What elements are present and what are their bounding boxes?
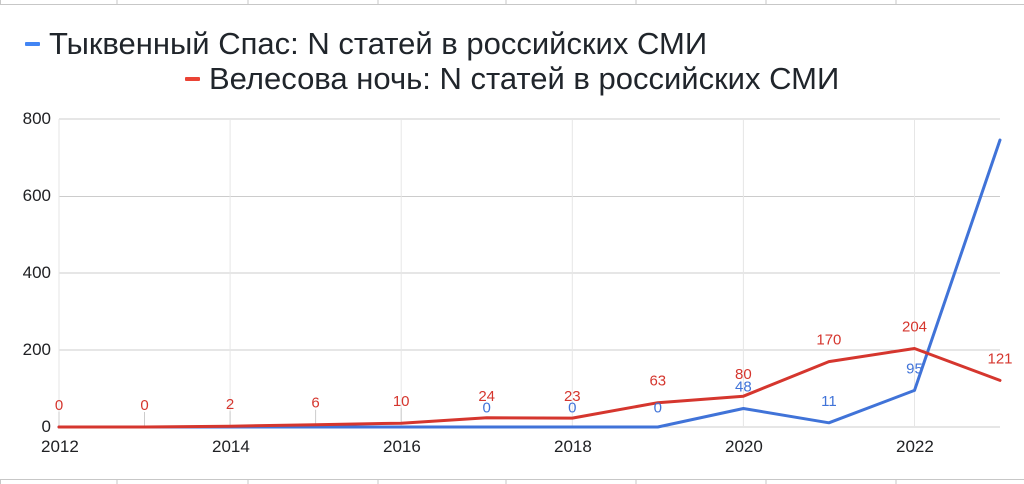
svg-text:2016: 2016	[383, 437, 421, 456]
svg-text:0: 0	[55, 397, 63, 414]
svg-text:170: 170	[816, 332, 841, 349]
svg-text:6: 6	[311, 395, 319, 412]
svg-text:2014: 2014	[212, 437, 250, 456]
svg-text:0: 0	[568, 400, 576, 417]
svg-text:800: 800	[23, 109, 51, 128]
svg-text:0: 0	[140, 397, 148, 414]
svg-text:204: 204	[902, 319, 927, 336]
svg-text:600: 600	[23, 186, 51, 205]
svg-text:11: 11	[821, 393, 837, 410]
svg-text:48: 48	[735, 379, 752, 396]
svg-text:2022: 2022	[896, 437, 934, 456]
svg-text:200: 200	[23, 340, 51, 359]
svg-text:400: 400	[23, 263, 51, 282]
svg-text:121: 121	[987, 350, 1012, 367]
svg-text:95: 95	[906, 360, 923, 377]
svg-text:2: 2	[226, 396, 234, 413]
svg-text:2012: 2012	[41, 437, 79, 456]
svg-text:0: 0	[483, 400, 491, 417]
svg-text:10: 10	[393, 393, 410, 410]
svg-text:2018: 2018	[554, 437, 592, 456]
svg-text:0: 0	[42, 417, 51, 436]
svg-text:2020: 2020	[725, 437, 763, 456]
svg-text:0: 0	[654, 400, 662, 417]
svg-text:63: 63	[649, 373, 666, 390]
